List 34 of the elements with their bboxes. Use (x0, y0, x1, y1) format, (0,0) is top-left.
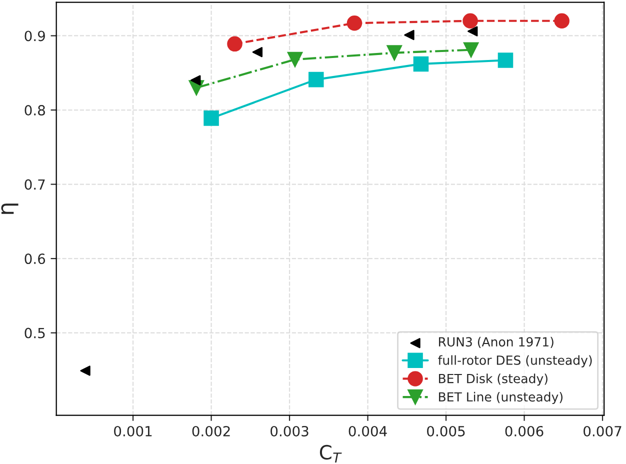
x-tick-label: 0.004 (348, 426, 387, 436)
point (462, 13, 478, 29)
point (287, 52, 303, 68)
point (463, 42, 479, 58)
point (413, 56, 429, 72)
y-tick-label: 0.6 (24, 254, 46, 264)
legend-label: BET Disk (steady) (438, 374, 548, 386)
x-axis-title: C$_{T}$ (320, 444, 342, 463)
x-tick-label: 0.007 (584, 426, 622, 436)
point (308, 72, 324, 88)
point (80, 366, 90, 376)
legend-label: BET Line (unsteady) (438, 392, 562, 404)
y-axis-title: η (1, 204, 18, 214)
point (468, 26, 478, 36)
y-tick-label: 0.9 (24, 30, 45, 42)
x-tick-label: 0.002 (192, 426, 230, 436)
x-tick-label: 0.001 (114, 426, 152, 436)
point (404, 30, 414, 40)
point (386, 45, 402, 60)
point (252, 46, 263, 58)
point (204, 110, 219, 126)
y-tick-label: 0.8 (24, 104, 45, 116)
x-tick-label: 0.006 (505, 426, 544, 436)
point (554, 13, 570, 29)
point (190, 75, 201, 86)
point (227, 36, 242, 52)
point (498, 52, 514, 68)
legend-label: full-rotor DES (unsteady) (438, 355, 592, 368)
y-tick-label: 0.7 (24, 179, 45, 190)
x-tick-label: 0.005 (427, 426, 465, 436)
x-tick-label: 0.003 (270, 426, 308, 436)
y-tick-label: 0.5 (24, 328, 45, 338)
point (346, 15, 362, 31)
legend-label: RUN3 (Anon 1971) (438, 336, 554, 348)
